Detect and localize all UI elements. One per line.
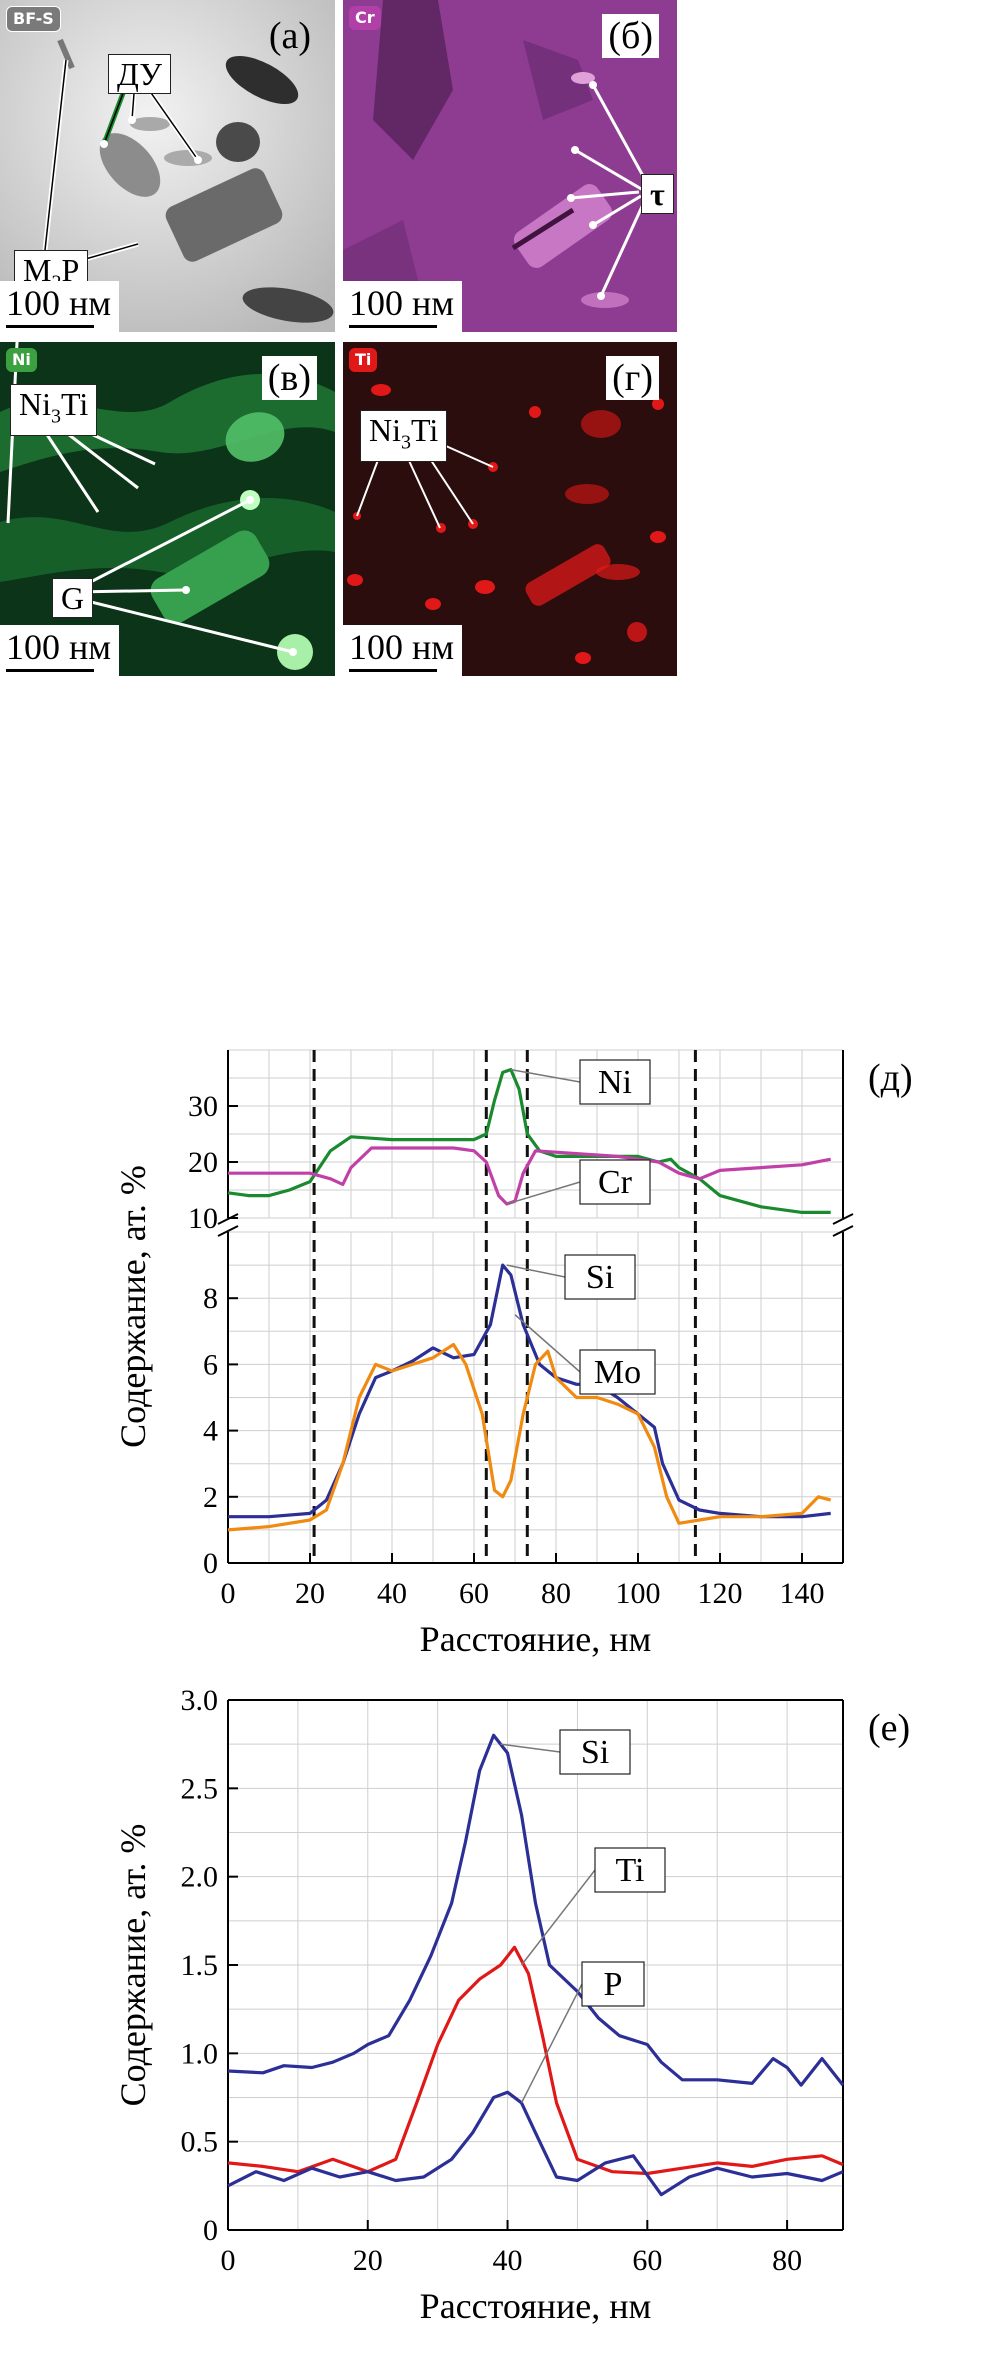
- g-label: G: [52, 578, 94, 618]
- cr-chip: Cr: [349, 6, 381, 30]
- y-tick-label: 1.5: [181, 1949, 219, 1982]
- series-line-mo: [227, 1342, 832, 1532]
- ni3ti-label-c: Ni3Ti: [10, 384, 98, 437]
- series-label-si-box: [564, 1254, 636, 1300]
- series-label-mo-box: [579, 1349, 656, 1395]
- label-leader-ti: [520, 1869, 596, 1966]
- micrograph-bf: BF-S (а) ДУ M2P 100 нм: [0, 0, 335, 332]
- y-tick-label-upper: 20: [188, 1146, 218, 1179]
- y-tick-label-lower: 4: [203, 1415, 218, 1448]
- x-tick-label: 40: [377, 1577, 407, 1610]
- label-leader-cr: [506, 1181, 581, 1205]
- label-leader-ni: [510, 1068, 581, 1083]
- scale-bar-c: 100 нм: [0, 625, 120, 676]
- panel-label-c: (в): [261, 356, 317, 400]
- label-leader-si: [506, 1264, 566, 1278]
- x-tick-label: 60: [632, 2244, 662, 2277]
- micrograph-cr: Cr (б) τ 100 нм: [343, 0, 677, 332]
- series-label-cr: Cr: [598, 1164, 633, 1201]
- x-tick-label: 140: [780, 1577, 825, 1610]
- series-line-cr: [228, 1146, 832, 1206]
- series-label-ni: Ni: [598, 1064, 632, 1101]
- x-axis-title: Расстояние, нм: [420, 2286, 652, 2326]
- x-tick-label: 20: [295, 1577, 325, 1610]
- y-tick-label: 3.0: [181, 1684, 219, 1717]
- series-label-ti-box: [594, 1847, 666, 1893]
- micrograph-ni: Ni (в) Ni3Ti G 100 нм: [0, 342, 335, 676]
- label-leader-mo: [514, 1314, 581, 1373]
- y-tick-label-lower: 6: [203, 1348, 218, 1381]
- x-tick-label: 0: [221, 1577, 236, 1610]
- axis-break-mark: [832, 1225, 854, 1237]
- panel-label-chart-d: (д): [868, 1057, 913, 1099]
- panel-label-b: (б): [602, 14, 659, 58]
- x-axis-title: Расстояние, нм: [420, 1619, 652, 1659]
- ni-chip: Ni: [6, 348, 37, 372]
- series-label-ni-box: [579, 1059, 651, 1105]
- x-tick-label: 80: [772, 2244, 802, 2277]
- scale-bar-a: 100 нм: [0, 281, 120, 332]
- y-tick-label-lower: 8: [203, 1282, 218, 1315]
- y-tick-label: 2.0: [181, 1861, 219, 1894]
- du-label: ДУ: [108, 54, 171, 94]
- series-label-si: Si: [581, 1734, 609, 1771]
- series-line-ni: [227, 1068, 831, 1214]
- series-label-p-box: [581, 1961, 645, 2007]
- axis-break-mark: [832, 1213, 854, 1225]
- series-line-ti: [227, 1945, 844, 2176]
- axis-break-mark: [217, 1225, 239, 1237]
- series-label-mo: Mo: [594, 1354, 641, 1391]
- bf-chip: BF-S: [6, 6, 61, 32]
- tau-label: τ: [641, 174, 674, 214]
- x-tick-label: 60: [459, 1577, 489, 1610]
- series-label-cr-box: [579, 1159, 651, 1205]
- y-tick-label-lower: 2: [203, 1481, 218, 1514]
- y-tick-label: 0: [203, 2214, 218, 2247]
- series-line-si: [228, 1263, 831, 1519]
- x-tick-label: 40: [493, 2244, 523, 2277]
- micrograph-ti: Ti (г) Ni3Ti 100 нм: [343, 342, 677, 676]
- label-leader-p: [520, 1983, 583, 2104]
- scale-bar-b: 100 нм: [343, 281, 463, 332]
- y-tick-label: 2.5: [181, 1772, 219, 1805]
- x-tick-label: 0: [221, 2244, 236, 2277]
- scale-bar-d: 100 нм: [343, 625, 463, 676]
- x-tick-label: 80: [541, 1577, 571, 1610]
- series-line-p: [227, 2090, 844, 2197]
- series-label-p: P: [604, 1966, 623, 2003]
- series-label-ti: Ti: [615, 1852, 644, 1889]
- x-tick-label: 100: [616, 1577, 661, 1610]
- y-tick-label: 0.5: [181, 2126, 219, 2159]
- series-label-si-box: [559, 1729, 631, 1775]
- ti-chip: Ti: [349, 348, 378, 372]
- x-tick-label: 20: [353, 2244, 383, 2277]
- y-tick-label-lower: 0: [203, 1547, 218, 1580]
- panel-label-chart-e: (е): [868, 1707, 910, 1749]
- line-profile-chart-e: 0 20 40 60 80 0 0.5 1.0 1.5 2.0 2.5 3.0 Si Ti P Расстоя…: [113, 1684, 910, 2326]
- y-tick-label-upper: 10: [188, 1202, 218, 1235]
- line-profile-chart-d: 0 20 40 60 80 100 120 140 10 20 30 0 2 4 6 8 Ni Cr Si Mo Рас…: [113, 1049, 913, 1659]
- series-label-si: Si: [586, 1259, 614, 1296]
- y-axis-title: Содержание, ат. %: [113, 1824, 153, 2107]
- panel-label-a: (а): [268, 15, 311, 57]
- y-axis-title: Содержание, ат. %: [113, 1165, 153, 1448]
- series-line-si: [227, 1733, 845, 2087]
- y-tick-label: 1.0: [181, 2037, 219, 2070]
- label-leader-si: [500, 1743, 561, 1753]
- x-tick-label: 120: [698, 1577, 743, 1610]
- panel-label-d: (г): [606, 356, 659, 400]
- y-tick-label-upper: 30: [188, 1090, 218, 1123]
- ni3ti-label-d: Ni3Ti: [360, 410, 448, 463]
